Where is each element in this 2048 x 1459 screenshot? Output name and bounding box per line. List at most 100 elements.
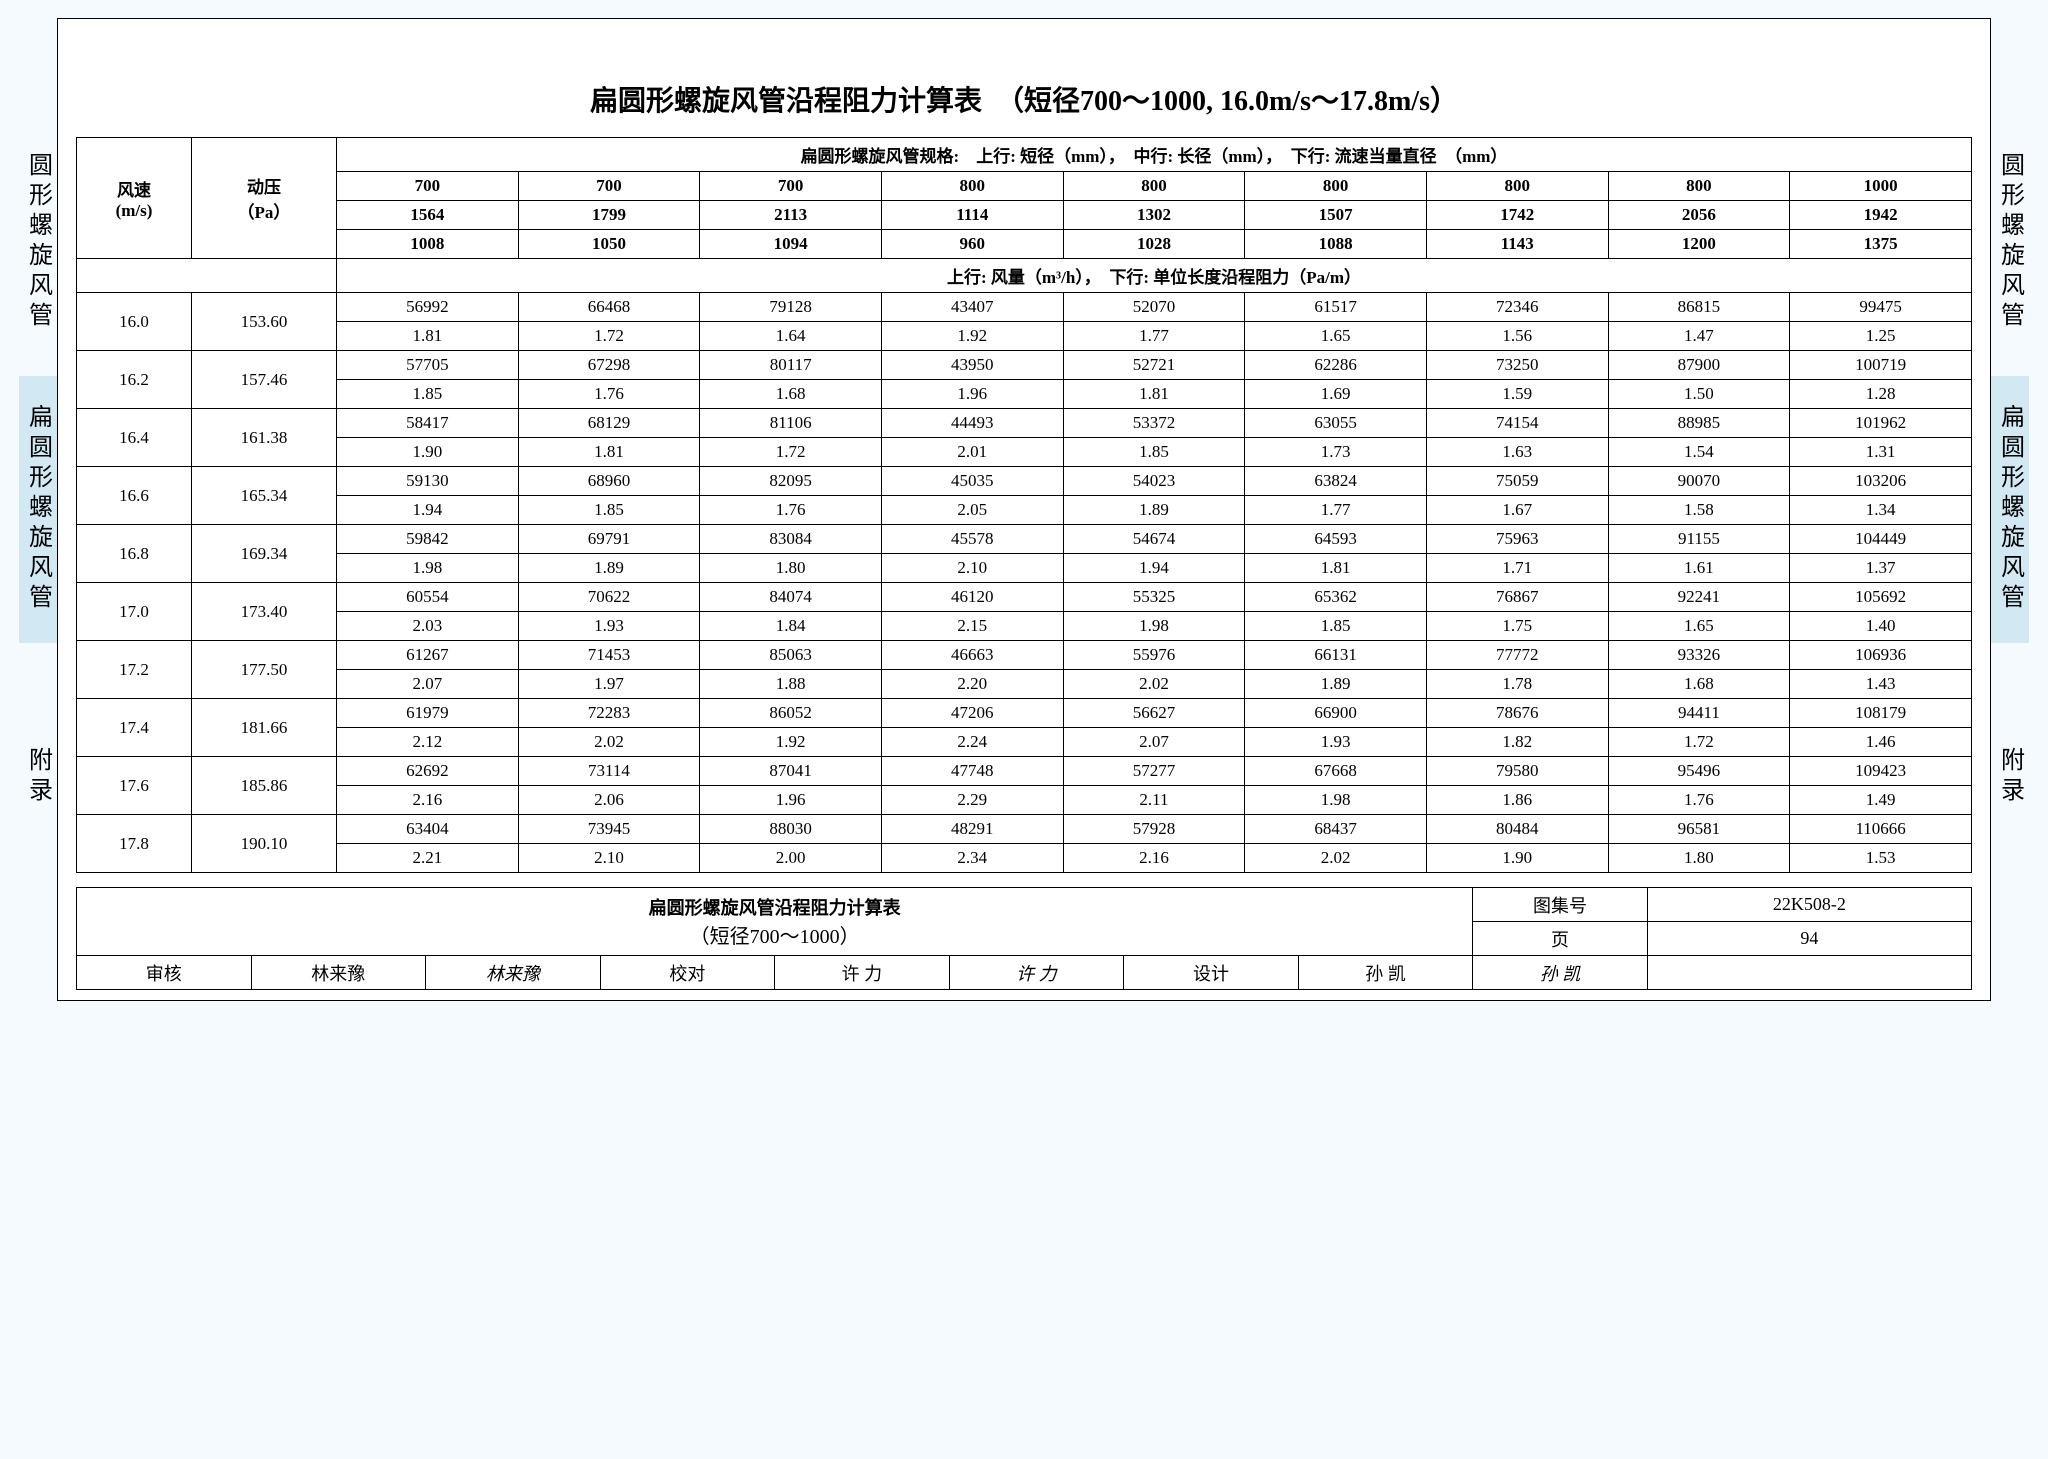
cell-flow: 96581 (1608, 815, 1790, 844)
cell-resist: 1.31 (1790, 438, 1972, 467)
cell-flow: 57705 (337, 351, 519, 380)
cell-resist: 2.05 (881, 496, 1063, 525)
hdr-cell: 1114 (881, 201, 1063, 230)
cell-flow: 76867 (1426, 583, 1608, 612)
cell-press: 157.46 (192, 351, 337, 409)
cell-resist: 2.06 (518, 786, 700, 815)
cell-flow: 46663 (881, 641, 1063, 670)
cell-resist: 2.16 (1063, 844, 1245, 873)
cell-flow: 66131 (1245, 641, 1427, 670)
cell-flow: 43950 (881, 351, 1063, 380)
lbl-tujihao: 图集号 (1473, 888, 1648, 922)
cell-resist: 1.85 (337, 380, 519, 409)
cell-flow: 48291 (881, 815, 1063, 844)
cell-resist: 1.68 (700, 380, 882, 409)
cell-resist: 2.00 (700, 844, 882, 873)
val-page: 94 (1647, 922, 1971, 956)
cell-flow: 88030 (700, 815, 882, 844)
cell-resist: 1.94 (337, 496, 519, 525)
cell-resist: 2.10 (881, 554, 1063, 583)
table-row: 1.811.721.641.921.771.651.561.471.25 (77, 322, 1972, 351)
cell-flow: 53372 (1063, 409, 1245, 438)
side-label-a-r: 圆形螺旋风管 (1993, 152, 2028, 332)
cell-flow: 47206 (881, 699, 1063, 728)
hdr-cell: 1742 (1426, 201, 1608, 230)
cell-flow: 92241 (1608, 583, 1790, 612)
cell-flow: 87041 (700, 757, 882, 786)
lbl-shenhe: 审核 (77, 956, 252, 990)
cell-flow: 69791 (518, 525, 700, 554)
cell-resist: 2.02 (1063, 670, 1245, 699)
cell-resist: 1.77 (1063, 322, 1245, 351)
cell-flow: 56627 (1063, 699, 1245, 728)
cell-flow: 61979 (337, 699, 519, 728)
cell-resist: 1.50 (1608, 380, 1790, 409)
cell-resist: 2.07 (337, 670, 519, 699)
cell-flow: 91155 (1608, 525, 1790, 554)
cell-flow: 59130 (337, 467, 519, 496)
val-tujihao: 22K508-2 (1647, 888, 1971, 922)
table-row: 1.851.761.681.961.811.691.591.501.28 (77, 380, 1972, 409)
cell-press: 161.38 (192, 409, 337, 467)
cell-press: 177.50 (192, 641, 337, 699)
cell-resist: 1.92 (700, 728, 882, 757)
cell-resist: 1.81 (337, 322, 519, 351)
cell-flow: 103206 (1790, 467, 1972, 496)
cell-resist: 2.21 (337, 844, 519, 873)
side-label-c-r: 附录 (1993, 747, 2028, 807)
cell-flow: 79128 (700, 293, 882, 322)
cell-flow: 63824 (1245, 467, 1427, 496)
cell-flow: 88985 (1608, 409, 1790, 438)
cell-resist: 1.63 (1426, 438, 1608, 467)
cell-flow: 45578 (881, 525, 1063, 554)
cell-flow: 68960 (518, 467, 700, 496)
hdr-sub: 上行: 风量（m³/h）， 下行: 单位长度沿程阻力（Pa/m） (337, 259, 1972, 293)
name-shenhe: 林来豫 (251, 956, 426, 990)
table-row: 17.4181.66619797228386052472065662766900… (77, 699, 1972, 728)
table-row: 17.8190.10634047394588030482915792868437… (77, 815, 1972, 844)
cell-resist: 2.03 (337, 612, 519, 641)
cell-resist: 1.76 (700, 496, 882, 525)
cell-flow: 100719 (1790, 351, 1972, 380)
cell-resist: 1.76 (518, 380, 700, 409)
cell-flow: 63404 (337, 815, 519, 844)
cell-resist: 1.25 (1790, 322, 1972, 351)
cell-resist: 1.93 (1245, 728, 1427, 757)
side-label-b: 扁圆形螺旋风管 (21, 404, 56, 614)
cell-flow: 60554 (337, 583, 519, 612)
hdr-press: 动压 （Pa） (192, 138, 337, 259)
name-jiaodui: 许 力 (775, 956, 950, 990)
cell-flow: 72346 (1426, 293, 1608, 322)
cell-flow: 104449 (1790, 525, 1972, 554)
hdr-cell: 1008 (337, 230, 519, 259)
cell-flow: 85063 (700, 641, 882, 670)
cell-resist: 1.89 (1063, 496, 1245, 525)
cell-flow: 55976 (1063, 641, 1245, 670)
cell-flow: 72283 (518, 699, 700, 728)
name-sheji: 孙 凯 (1298, 956, 1473, 990)
cell-resist: 1.71 (1426, 554, 1608, 583)
cell-speed: 17.6 (77, 757, 192, 815)
hdr-cell: 1302 (1063, 201, 1245, 230)
table-row: 2.212.102.002.342.162.021.901.801.53 (77, 844, 1972, 873)
cell-resist: 1.90 (1426, 844, 1608, 873)
data-table: 风速 (m/s) 动压 （Pa） 扁圆形螺旋风管规格: 上行: 短径（mm）， … (76, 137, 1972, 873)
cell-flow: 75963 (1426, 525, 1608, 554)
cell-resist: 1.72 (1608, 728, 1790, 757)
cell-resist: 1.40 (1790, 612, 1972, 641)
cell-flow: 82095 (700, 467, 882, 496)
cell-flow: 105692 (1790, 583, 1972, 612)
cell-flow: 52721 (1063, 351, 1245, 380)
row-long: 156417992113111413021507174220561942 (77, 201, 1972, 230)
hdr-cell: 1799 (518, 201, 700, 230)
table-body: 16.0153.60569926646879128434075207061517… (77, 293, 1972, 873)
cell-resist: 1.69 (1245, 380, 1427, 409)
cell-speed: 16.6 (77, 467, 192, 525)
cell-flow: 56992 (337, 293, 519, 322)
hdr-cell: 1564 (337, 201, 519, 230)
cell-speed: 17.0 (77, 583, 192, 641)
cell-resist: 1.85 (1245, 612, 1427, 641)
footer-block: 扁圆形螺旋风管沿程阻力计算表 （短径700～1000） 图集号 22K508-2… (76, 887, 1972, 990)
hdr-cell: 1094 (700, 230, 882, 259)
cell-resist: 1.93 (518, 612, 700, 641)
